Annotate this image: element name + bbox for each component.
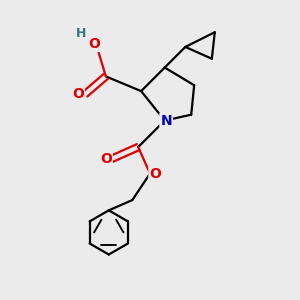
Text: O: O [100,152,112,166]
Text: O: O [72,87,84,101]
Text: N: N [160,114,172,128]
Text: O: O [149,167,161,181]
Text: O: O [88,37,100,51]
Text: H: H [76,27,86,40]
